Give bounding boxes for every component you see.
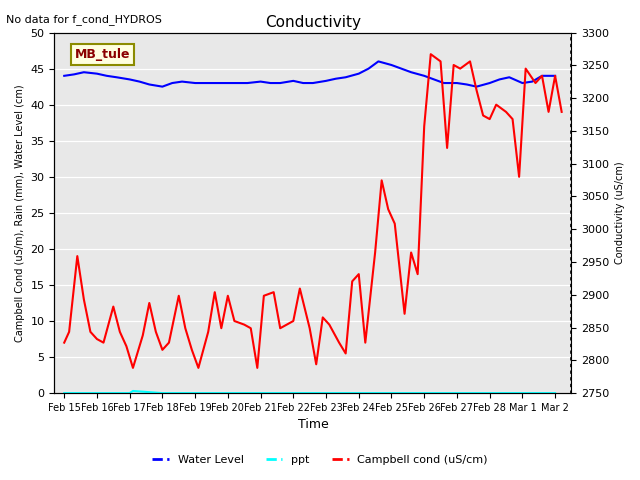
Title: Conductivity: Conductivity: [265, 15, 361, 30]
Legend: Water Level, ppt, Campbell cond (uS/cm): Water Level, ppt, Campbell cond (uS/cm): [148, 451, 492, 469]
Text: No data for f_cond_HYDROS: No data for f_cond_HYDROS: [6, 14, 163, 25]
Y-axis label: Campbell Cond (uS/m), Rain (mm), Water Level (cm): Campbell Cond (uS/m), Rain (mm), Water L…: [15, 84, 25, 342]
X-axis label: Time: Time: [298, 419, 328, 432]
Text: MB_tule: MB_tule: [75, 48, 131, 61]
Y-axis label: Conductivity (uS/cm): Conductivity (uS/cm): [615, 162, 625, 264]
